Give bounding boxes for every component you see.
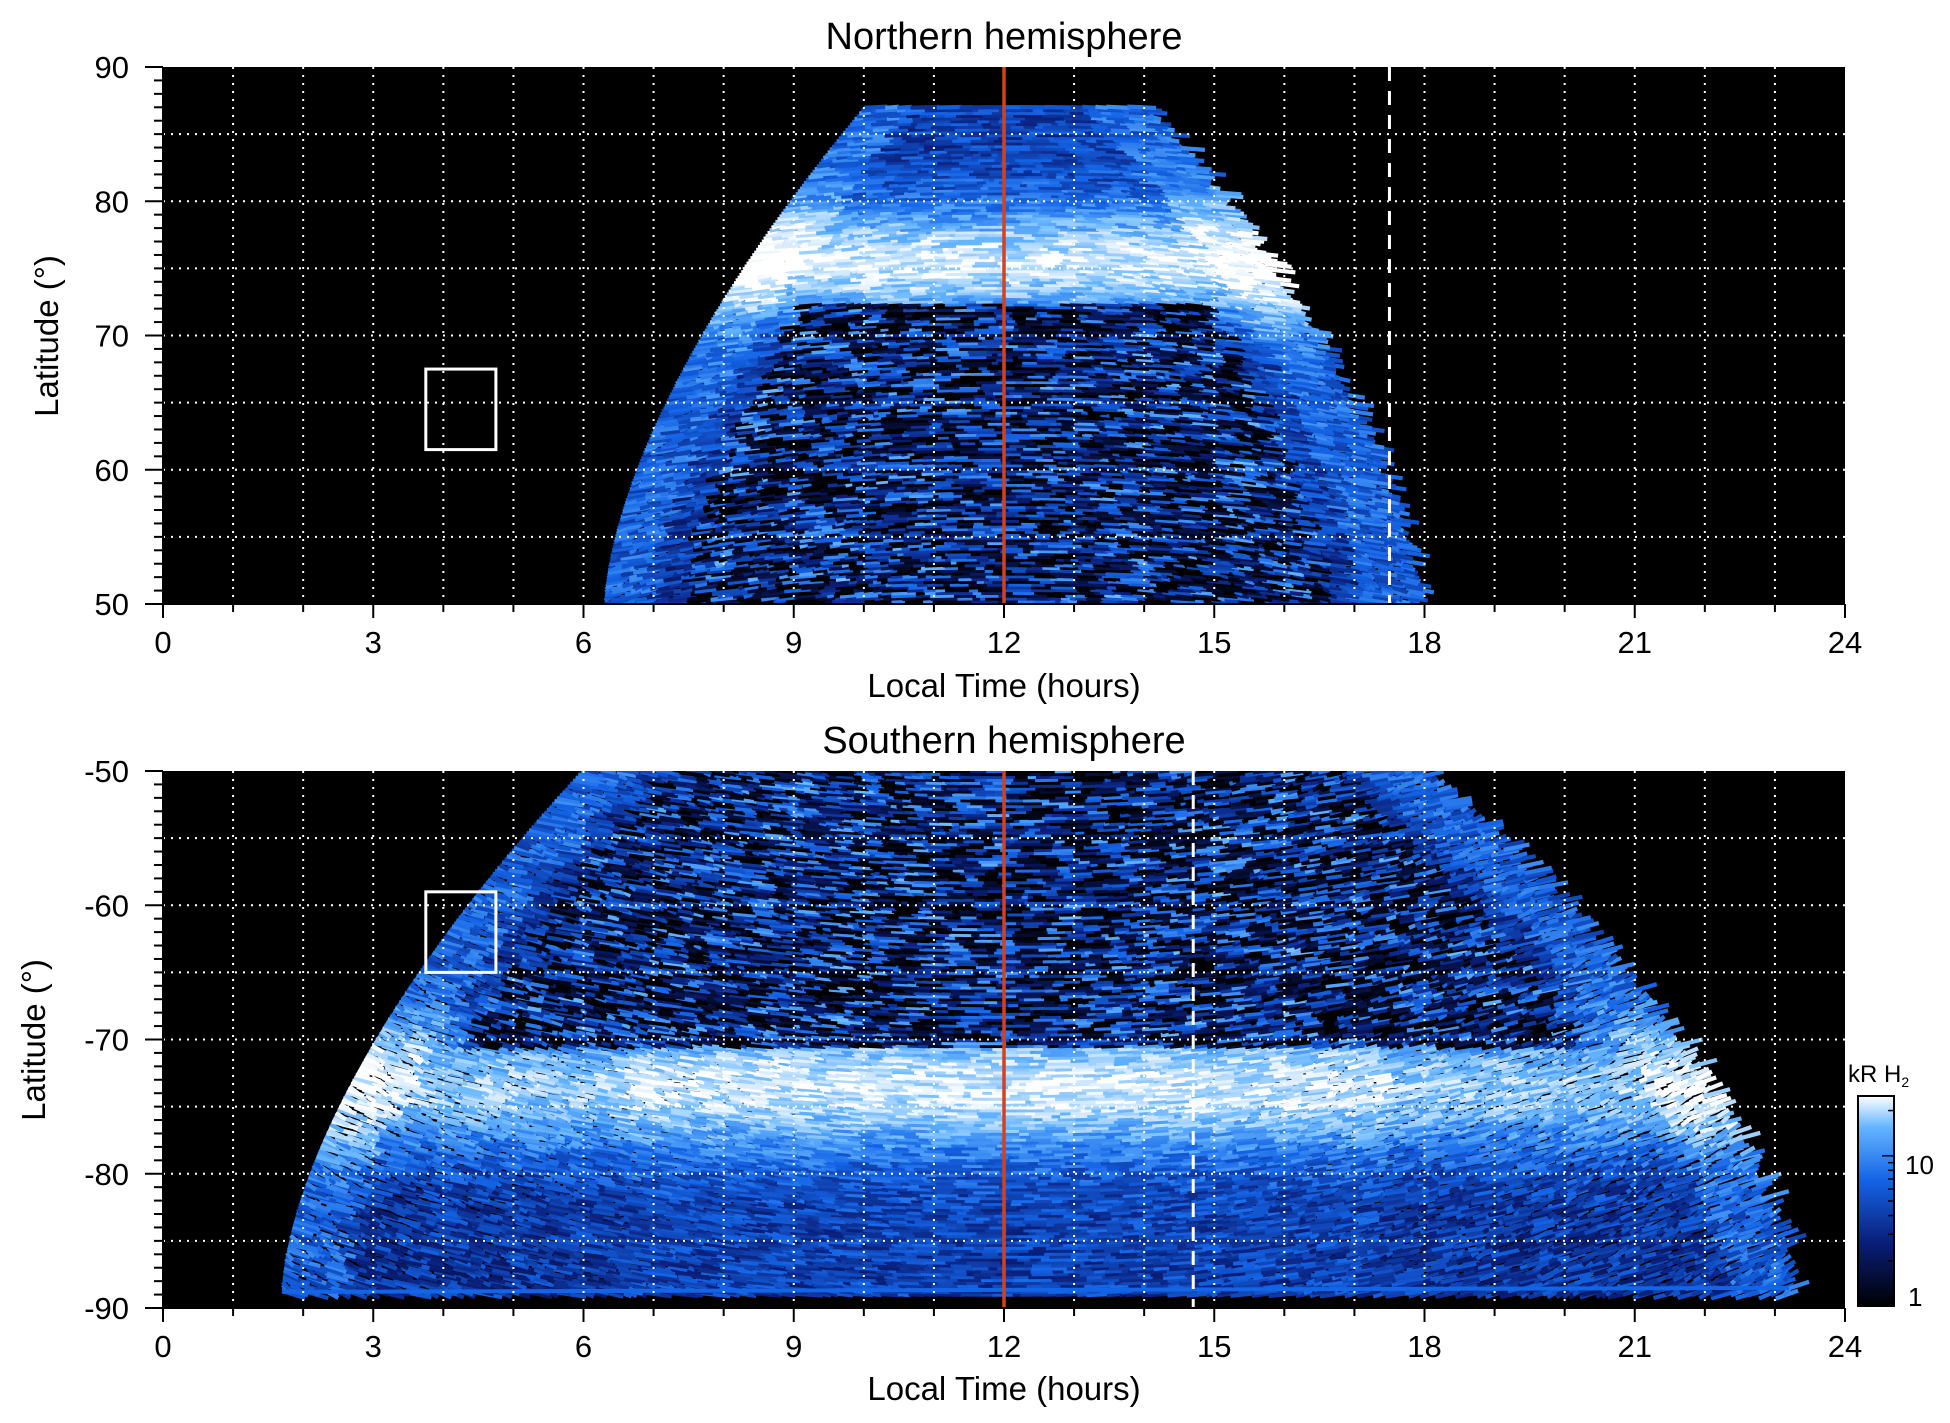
northern-x-label: Local Time (hours)	[867, 667, 1140, 704]
northern-reference-box	[424, 367, 498, 452]
x-tick-label: 15	[1197, 1329, 1231, 1364]
northern-y-label: Latitude (°)	[28, 255, 65, 417]
x-tick-label: 18	[1407, 625, 1441, 660]
colorbar: kR H2 10 1	[1848, 1061, 1934, 1312]
southern-y-axis: -90 -80 -70 -60 -50	[84, 754, 164, 1326]
y-tick-label: 80	[95, 184, 129, 219]
colorbar-unit-subscript: 2	[1901, 1074, 1909, 1090]
y-tick-label: -70	[84, 1023, 129, 1058]
x-tick-label: 6	[575, 1329, 592, 1364]
y-tick-label: -60	[84, 888, 129, 923]
x-tick-label: 9	[785, 625, 802, 660]
southern-y-label: Latitude (°)	[15, 959, 52, 1121]
colorbar-ticks	[1882, 1109, 1894, 1262]
y-tick-label: 50	[95, 587, 129, 622]
y-tick-label: -80	[84, 1157, 129, 1192]
northern-panel: Northern hemisphere 0 3 6 9 12 15 18 21 24 50 60 7…	[28, 16, 1862, 704]
x-tick-label: 15	[1197, 625, 1231, 660]
x-tick-label: 21	[1618, 625, 1652, 660]
x-tick-label: 6	[575, 625, 592, 660]
x-tick-label: 3	[365, 1329, 382, 1364]
southern-x-label: Local Time (hours)	[867, 1370, 1140, 1407]
southern-panel: Southern hemisphere 0 3 6 9 12 15 18 21 24 -90 -8…	[15, 720, 1862, 1407]
y-tick-label: 90	[95, 50, 129, 85]
northern-x-axis: 0 3 6 9 12 15 18 21 24	[154, 603, 1862, 660]
colorbar-tick-1: 1	[1908, 1282, 1922, 1312]
southern-reference-box	[424, 890, 498, 974]
x-tick-label: 0	[154, 625, 171, 660]
colorbar-tick-10: 10	[1905, 1150, 1934, 1180]
x-tick-label: 3	[365, 625, 382, 660]
x-tick-label: 9	[785, 1329, 802, 1364]
colorbar-unit: kR H2	[1848, 1061, 1909, 1090]
northern-y-axis: 50 60 70 80 90	[95, 50, 164, 622]
southern-title: Southern hemisphere	[822, 720, 1185, 762]
x-tick-label: 18	[1407, 1329, 1441, 1364]
x-tick-label: 0	[154, 1329, 171, 1364]
colorbar-unit-text: kR H	[1848, 1061, 1901, 1088]
y-tick-label: -90	[84, 1291, 129, 1326]
x-tick-label: 12	[987, 1329, 1021, 1364]
northern-title: Northern hemisphere	[826, 16, 1183, 58]
southern-emission-map	[281, 771, 1810, 1301]
x-tick-label: 24	[1828, 625, 1862, 660]
y-tick-label: -50	[84, 754, 129, 789]
y-tick-label: 60	[95, 453, 129, 488]
x-tick-label: 21	[1618, 1329, 1652, 1364]
x-tick-label: 12	[987, 625, 1021, 660]
southern-x-axis: 0 3 6 9 12 15 18 21 24	[154, 1307, 1862, 1364]
x-tick-label: 24	[1828, 1329, 1862, 1364]
y-tick-label: 70	[95, 319, 129, 354]
